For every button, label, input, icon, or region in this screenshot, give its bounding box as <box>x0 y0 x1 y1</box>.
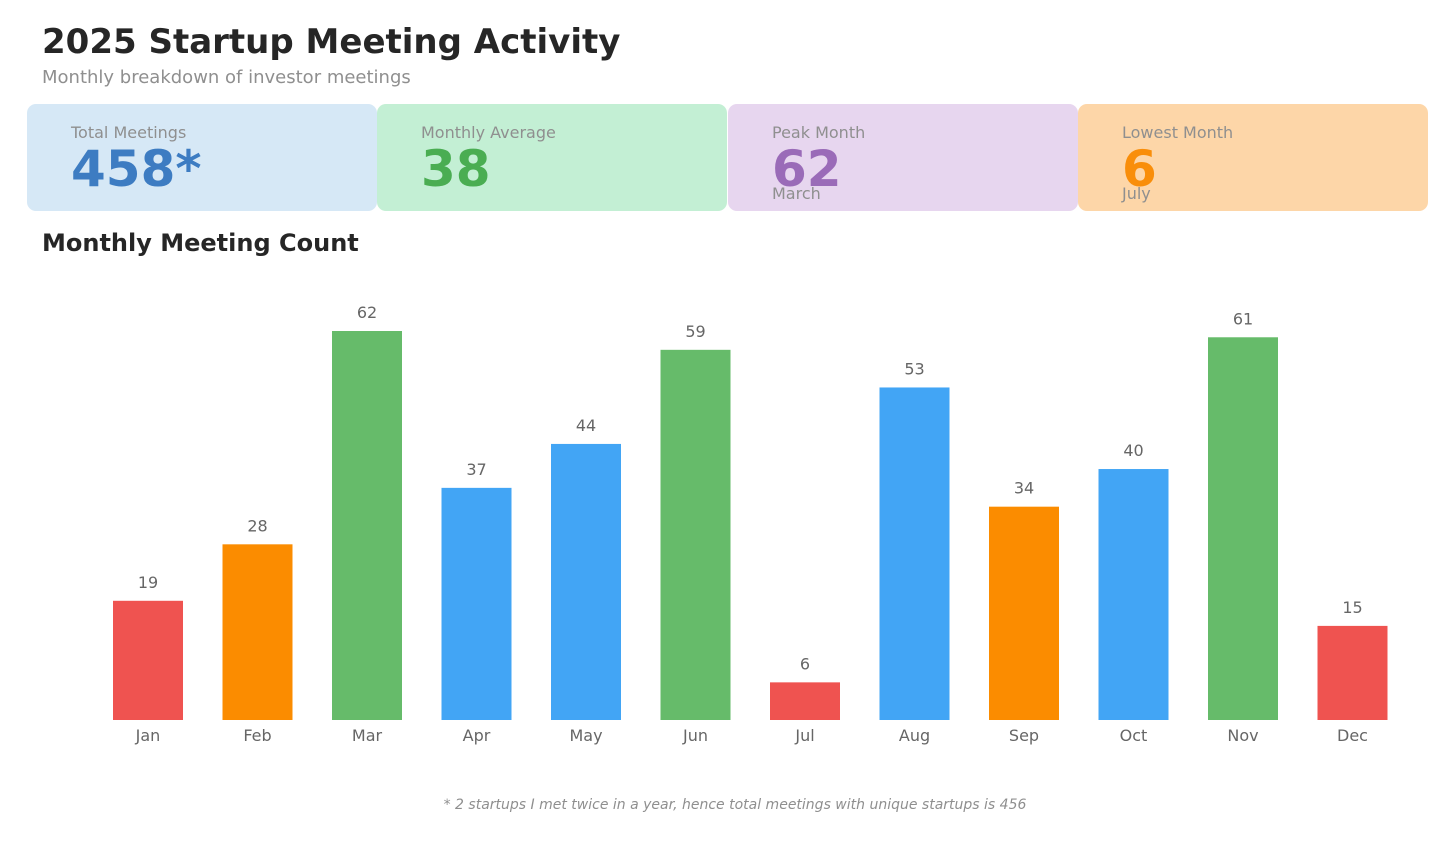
stat-value: 62 <box>772 140 842 198</box>
x-tick-label: Nov <box>1227 726 1258 745</box>
x-tick-label: Oct <box>1120 726 1148 745</box>
data-label: 34 <box>1014 479 1034 498</box>
footnote: * 2 startups I met twice in a year, henc… <box>443 797 1027 813</box>
x-tick-label: May <box>569 726 602 745</box>
data-label: 37 <box>466 460 486 479</box>
x-tick-label: Jun <box>682 726 708 745</box>
stat-label: Peak Month <box>772 123 866 142</box>
stat-value: 458* <box>71 140 202 198</box>
x-tick-label: Jul <box>794 726 814 745</box>
stat-subtext: July <box>1122 184 1151 203</box>
stat-label: Monthly Average <box>421 123 556 142</box>
stat-card-monthly-average: Monthly Average 38 <box>377 104 727 211</box>
page-title: 2025 Startup Meeting Activity <box>42 22 621 62</box>
bar-sep <box>989 506 1059 720</box>
bar-feb <box>222 544 293 720</box>
data-label: 19 <box>138 573 158 592</box>
bar-may <box>551 443 621 720</box>
x-tick-label: Aug <box>899 726 930 745</box>
data-label: 53 <box>904 359 924 378</box>
bar-jul <box>770 682 840 720</box>
stat-value: 38 <box>421 140 491 198</box>
stat-label: Total Meetings <box>71 123 187 142</box>
data-label: 44 <box>576 416 596 435</box>
x-tick-label: Sep <box>1009 726 1039 745</box>
x-tick-label: Jan <box>135 726 161 745</box>
stat-value: 6 <box>1122 140 1157 198</box>
bar-dec <box>1317 625 1388 720</box>
x-tick-label: Apr <box>463 726 491 745</box>
data-label: 40 <box>1123 441 1143 460</box>
data-label: 59 <box>685 322 705 341</box>
data-label: 6 <box>800 654 810 673</box>
x-tick-label: Dec <box>1337 726 1368 745</box>
stat-label: Lowest Month <box>1122 123 1234 142</box>
page-subtitle: Monthly breakdown of investor meetings <box>42 67 411 88</box>
data-label: 28 <box>247 516 267 535</box>
bar-mar <box>332 331 402 720</box>
chart-section-title: Monthly Meeting Count <box>42 229 359 257</box>
bar-oct <box>1098 469 1169 720</box>
stat-subtext: March <box>772 184 821 203</box>
stat-card-lowest-month: Lowest Month 6 July <box>1078 104 1428 211</box>
bar-nov <box>1208 337 1278 720</box>
data-label: 61 <box>1233 309 1253 328</box>
bar-aug <box>879 387 950 720</box>
data-label: 62 <box>357 303 377 322</box>
x-tick-label: Mar <box>352 726 383 745</box>
data-label: 15 <box>1342 598 1362 617</box>
bar-jun <box>660 349 731 720</box>
stat-card-total-meetings: Total Meetings 458* <box>27 104 377 211</box>
bar-apr <box>441 487 512 720</box>
x-tick-label: Feb <box>243 726 271 745</box>
bar-jan <box>113 600 183 720</box>
stat-card-peak-month: Peak Month 62 March <box>728 104 1078 211</box>
